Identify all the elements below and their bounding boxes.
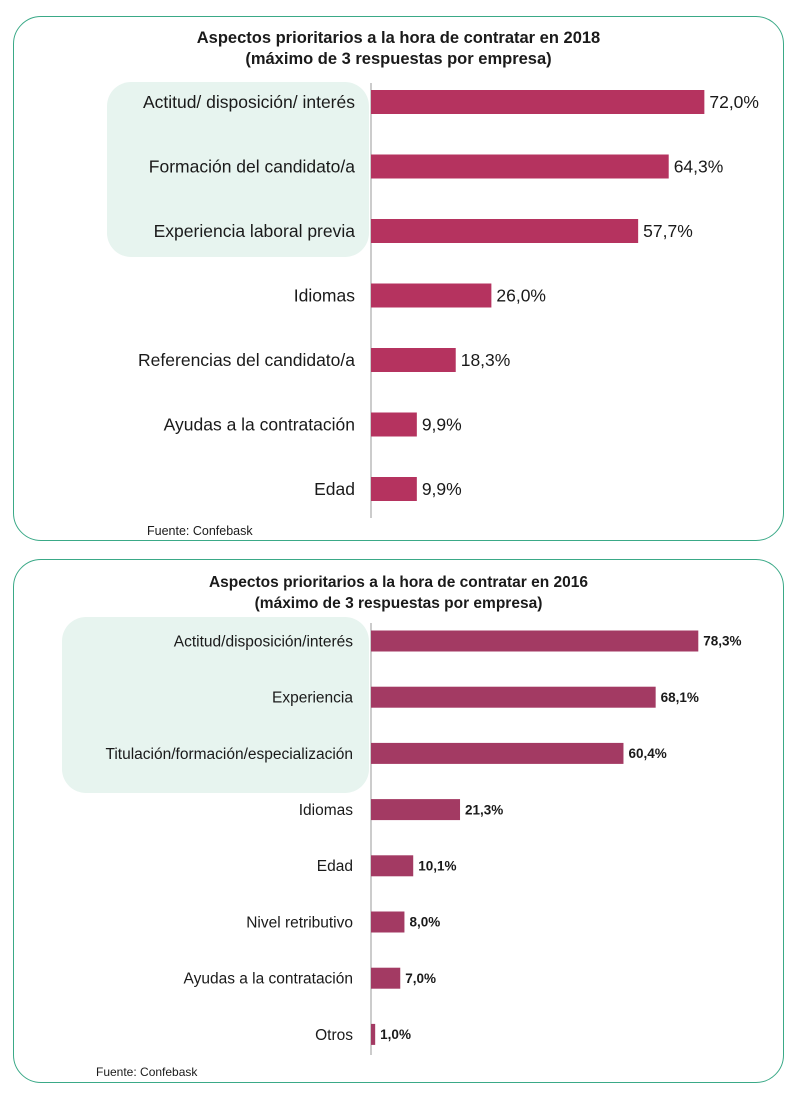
- bar-2018-5: [371, 412, 417, 437]
- bar-2016-7: [371, 1023, 376, 1045]
- category-label-2018-0: Actitud/ disposición/ interés: [143, 92, 355, 112]
- value-label-2016-1: 68,1%: [661, 690, 699, 705]
- value-label-2018-5: 9,9%: [422, 415, 462, 435]
- bar-2016-6: [371, 967, 401, 989]
- category-label-2016-4: Edad: [317, 858, 353, 875]
- value-label-2018-1: 64,3%: [674, 157, 724, 177]
- top-categories-highlight-2018: [107, 82, 369, 257]
- value-label-2016-3: 21,3%: [465, 802, 503, 817]
- value-label-2016-6: 7,0%: [405, 971, 436, 986]
- category-label-2018-1: Formación del candidato/a: [149, 157, 355, 177]
- source-note-2018: Fuente: Confebask: [147, 524, 253, 538]
- bar-2016-1: [371, 686, 656, 708]
- bar-2016-2: [371, 742, 624, 764]
- category-label-2016-6: Ayudas a la contratación: [184, 971, 353, 988]
- value-label-2018-0: 72,0%: [709, 92, 759, 112]
- value-label-2016-4: 10,1%: [418, 859, 456, 874]
- category-label-2016-0: Actitud/disposición/interés: [174, 633, 353, 650]
- chart-subtitle-2018: (máximo de 3 respuestas por empresa): [245, 50, 552, 68]
- bar-2018-6: [371, 477, 417, 501]
- chart-subtitle-2016: (máximo de 3 respuestas por empresa): [254, 595, 543, 612]
- bar-2016-5: [371, 911, 405, 933]
- bar-2016-3: [371, 799, 461, 821]
- value-label-2016-0: 78,3%: [703, 634, 741, 649]
- category-label-2018-3: Idiomas: [294, 286, 356, 306]
- value-label-2018-6: 9,9%: [422, 479, 462, 499]
- category-label-2016-5: Nivel retributivo: [246, 914, 353, 931]
- top-categories-highlight-2016: [62, 617, 369, 793]
- chart-title-2018: Aspectos prioritarios a la hora de contr…: [14, 28, 783, 70]
- category-label-2016-1: Experiencia: [272, 690, 353, 707]
- category-label-2018-2: Experiencia laboral previa: [154, 221, 356, 241]
- bar-2016-0: [371, 630, 699, 652]
- bar-2018-2: [371, 219, 639, 243]
- bar-2018-0: [371, 90, 705, 114]
- category-label-2016-2: Titulación/formación/especialización: [105, 746, 353, 763]
- bar-2018-4: [371, 348, 456, 372]
- chart-title-2018-line1: Aspectos prioritarios a la hora de contr…: [196, 29, 601, 47]
- value-label-2016-5: 8,0%: [409, 915, 440, 930]
- bar-2016-4: [371, 855, 414, 877]
- bar-2018-1: [371, 154, 669, 179]
- source-note-2016: Fuente: Confebask: [96, 1065, 198, 1079]
- category-label-2016-7: Otros: [315, 1027, 353, 1044]
- value-label-2018-3: 26,0%: [496, 286, 546, 306]
- chart-title-2016: Aspectos prioritarios a la hora de contr…: [14, 572, 783, 614]
- category-label-2018-4: Referencias del candidato/a: [138, 350, 355, 370]
- value-label-2018-4: 18,3%: [461, 350, 511, 370]
- value-label-2018-2: 57,7%: [643, 221, 693, 241]
- value-label-2016-7: 1,0%: [380, 1027, 411, 1042]
- category-label-2018-5: Ayudas a la contratación: [164, 415, 355, 435]
- value-label-2016-2: 60,4%: [628, 746, 666, 761]
- category-label-2016-3: Idiomas: [299, 802, 354, 819]
- category-label-2018-6: Edad: [314, 479, 355, 499]
- chart-title-2016-line1: Aspectos prioritarios a la hora de contr…: [208, 574, 589, 591]
- bar-2018-3: [371, 283, 492, 308]
